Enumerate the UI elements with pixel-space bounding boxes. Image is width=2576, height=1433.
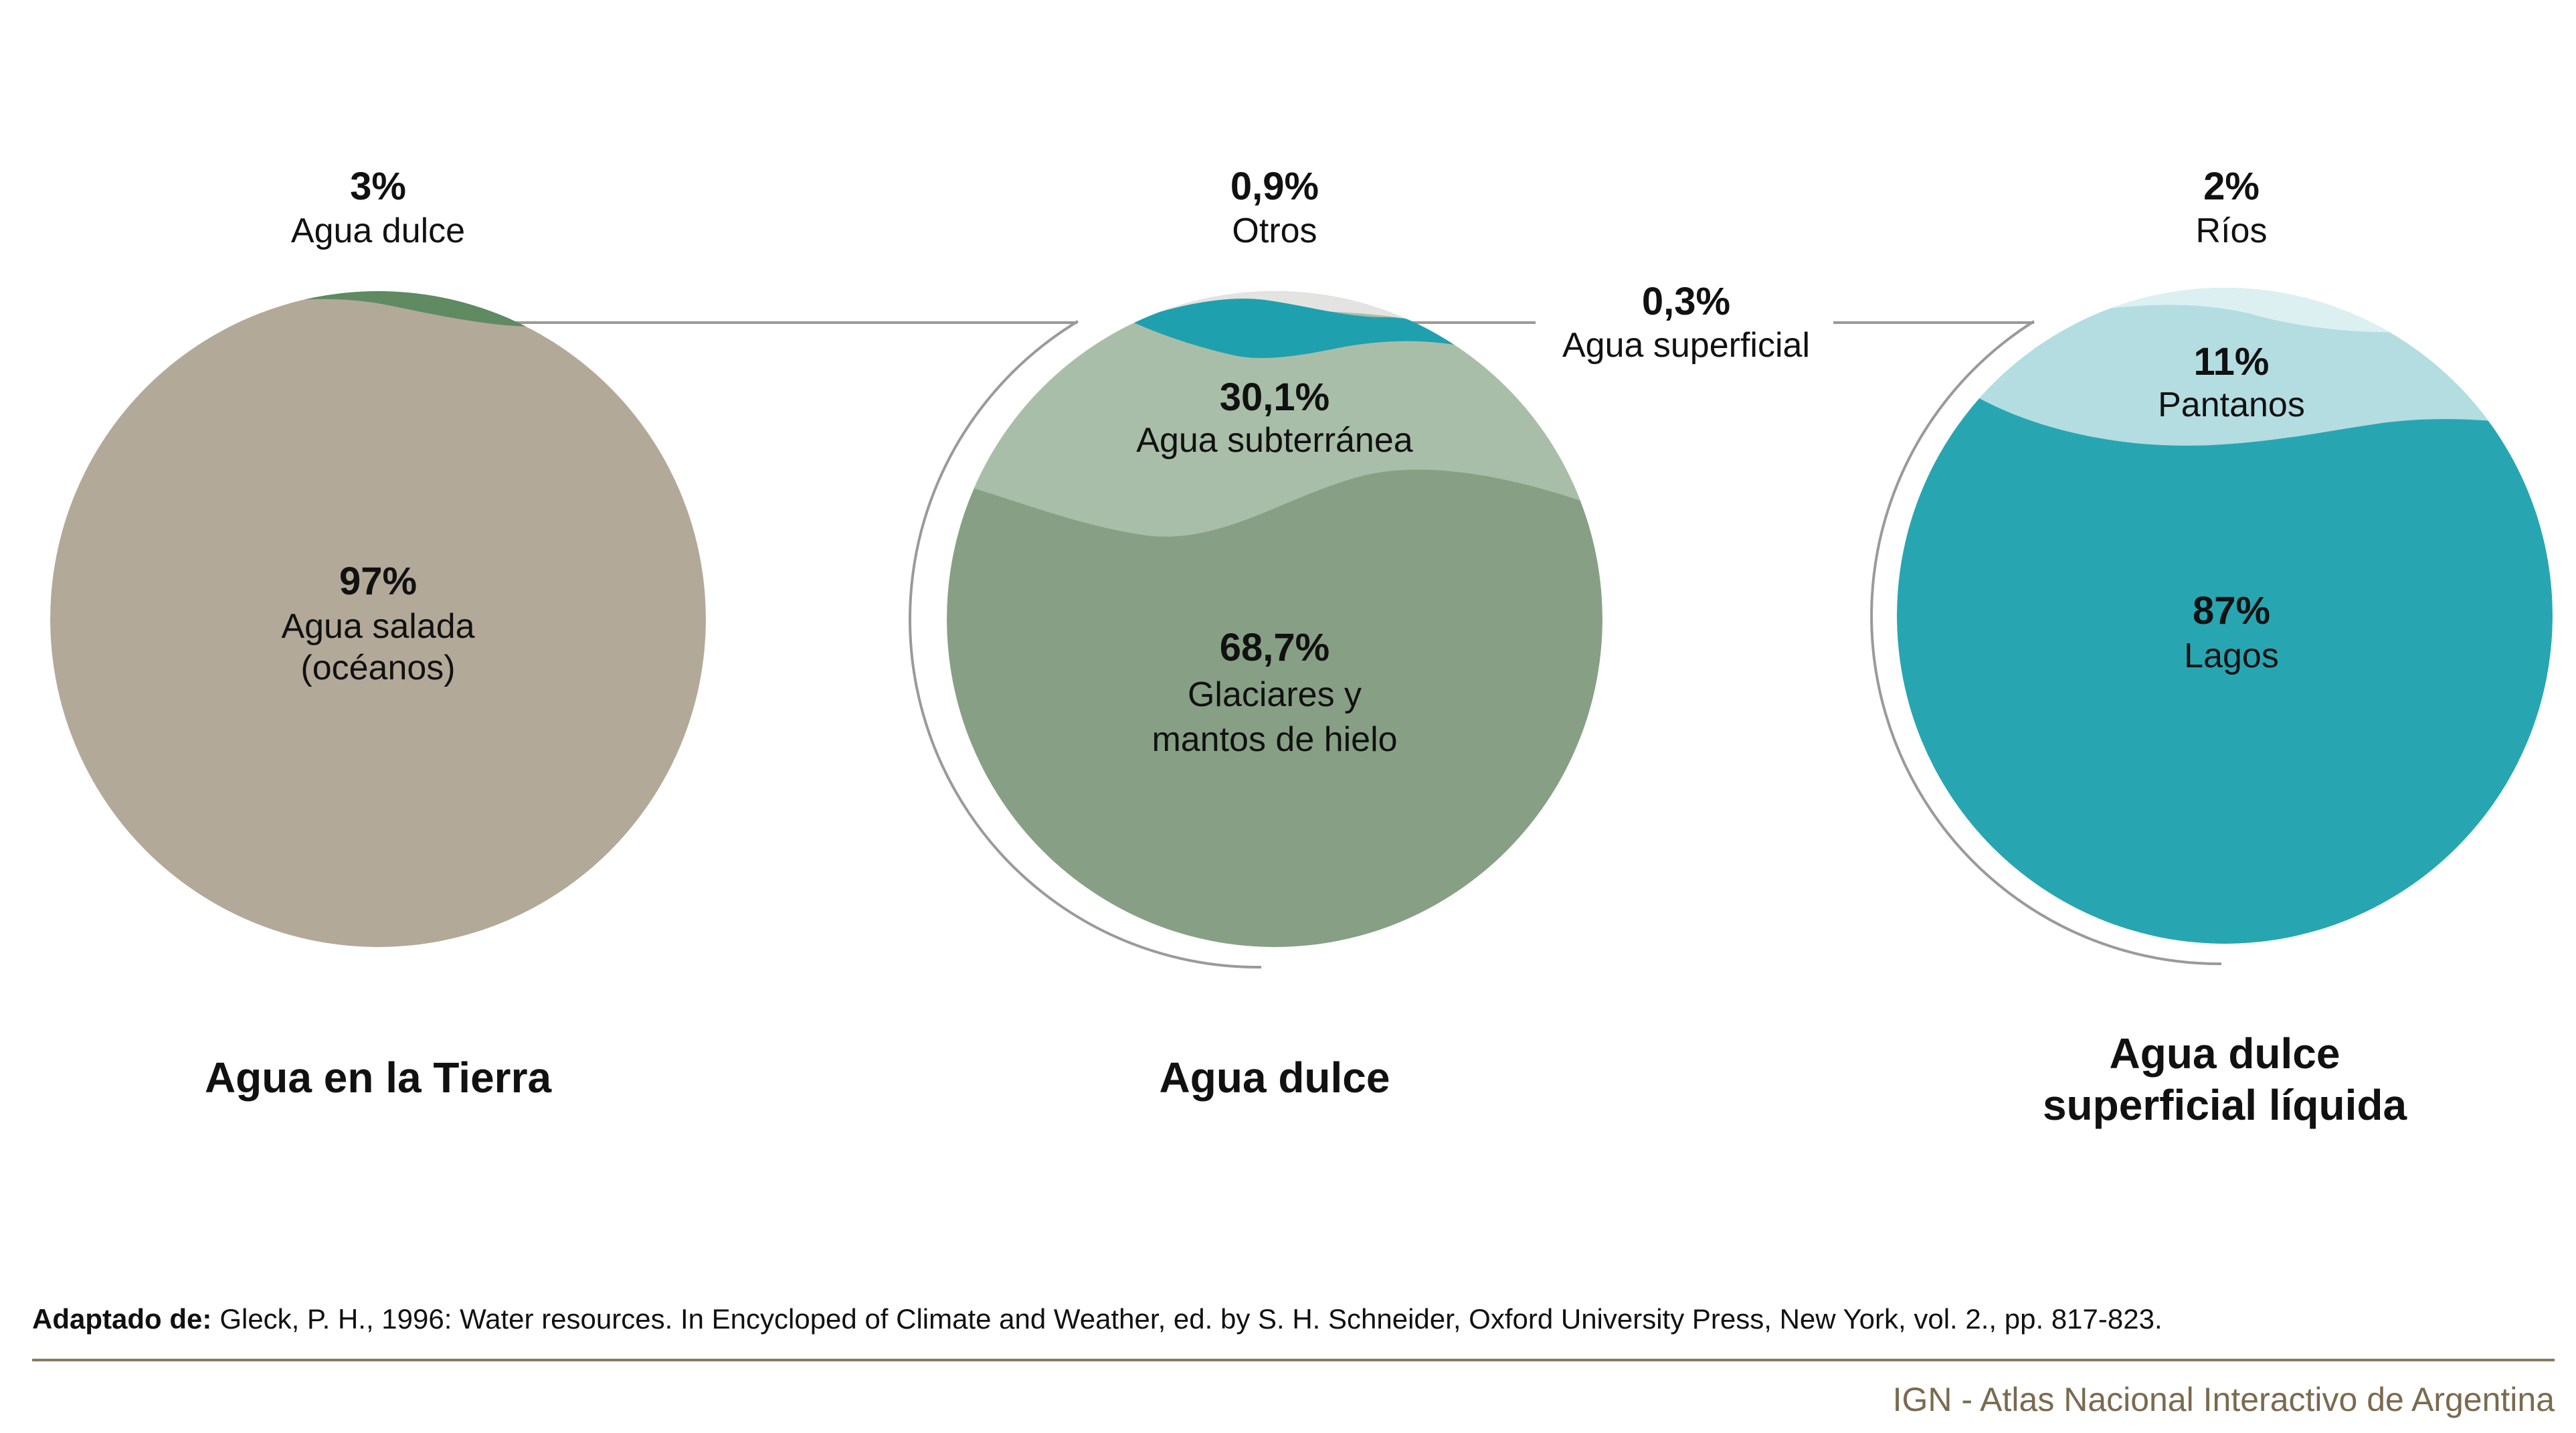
label-3-pct: 3% — [350, 165, 406, 208]
source-prefix: Adaptado de: — [32, 1303, 211, 1335]
label-lagos: Lagos — [2184, 637, 2279, 675]
slice-agua-subterranea — [947, 291, 1602, 537]
label-30-1-pct: 30,1% — [1220, 375, 1329, 419]
arc-agua-dulce — [909, 320, 1262, 969]
label-2-pct: 2% — [2203, 165, 2260, 208]
label-agua-dulce: Agua dulce — [291, 212, 465, 250]
arc-agua-superficial — [1870, 320, 2222, 966]
slice-agua-superficial — [1131, 299, 1472, 358]
label-rios: Ríos — [2196, 212, 2268, 250]
source-citation: Adaptado de: Gleck, P. H., 1996: Water re… — [32, 1303, 2163, 1335]
label-11-pct: 11% — [2194, 340, 2270, 384]
slice-agua-salada — [50, 291, 706, 947]
label-97-pct: 97% — [339, 560, 417, 603]
title-agua-dulce: Agua dulce — [1160, 1053, 1390, 1102]
title-superficial-line-2: superficial líquida — [2043, 1081, 2407, 1129]
label-oceanos: (océanos) — [300, 649, 455, 687]
label-87-pct: 87% — [2193, 589, 2270, 633]
label-agua-superficial: Agua superficial — [1562, 326, 1810, 365]
footer-credit: IGN - Atlas Nacional Interactivo de Arge… — [1893, 1381, 2555, 1418]
title-superficial-line-1: Agua dulce — [2110, 1029, 2340, 1078]
title-agua-en-la-tierra: Agua en la Tierra — [205, 1053, 552, 1102]
label-otros: Otros — [1232, 212, 1317, 250]
label-0-9-pct: 0,9% — [1230, 165, 1319, 208]
slice-lagos — [1897, 288, 2553, 944]
label-0-3-pct: 0,3% — [1642, 280, 1730, 323]
label-68-7-pct: 68,7% — [1220, 626, 1329, 669]
label-agua-subterranea: Agua subterránea — [1136, 421, 1412, 460]
label-agua-salada: Agua salada — [281, 607, 474, 646]
source-text: Gleck, P. H., 1996: Water resources. In … — [219, 1303, 2162, 1335]
label-pantanos: Pantanos — [2158, 386, 2305, 424]
label-glaciares: Glaciares y — [1188, 675, 1362, 714]
label-mantos-de-hielo: mantos de hielo — [1152, 720, 1397, 759]
